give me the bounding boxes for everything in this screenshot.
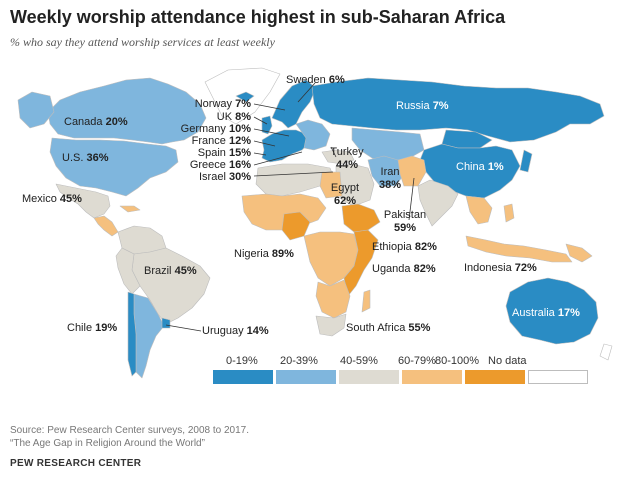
papua-shape	[565, 243, 593, 263]
label-russia: Russia 7%	[396, 100, 449, 112]
label-pakistan: Pakistan 59%	[383, 209, 427, 234]
egypt-shape	[319, 171, 343, 199]
southern-africa-shape	[315, 279, 351, 319]
source-line-1: Source: Pew Research Center surveys, 200…	[10, 425, 250, 436]
label-mexico: Mexico 45%	[22, 193, 82, 205]
label-uk: UK 8%	[216, 111, 251, 123]
legend-swatch-20-39	[276, 370, 336, 384]
legend-label-20-39: 20-39%	[280, 355, 318, 367]
uk-shape	[261, 115, 273, 135]
caribbean-shape	[119, 205, 141, 213]
leader-israel	[253, 171, 334, 177]
canada-shape	[47, 77, 207, 145]
iceland-shape	[235, 91, 255, 103]
label-iran: Iran 38%	[378, 166, 402, 191]
mexico-shape	[55, 183, 111, 219]
brazil-shape	[131, 247, 211, 325]
label-turkey: Turkey 44%	[330, 146, 364, 171]
label-uruguay: Uruguay 14%	[202, 325, 269, 337]
legend-label-80-100: 80-100%	[435, 355, 480, 367]
china-shape	[419, 143, 521, 199]
chile-shape	[127, 291, 137, 377]
leader-pakistan	[408, 177, 415, 221]
eastern-europe-shape	[295, 119, 331, 151]
label-france: France 12%	[191, 135, 251, 147]
scandinavia-shape	[271, 79, 317, 129]
legend-swatch-40-59	[339, 370, 399, 384]
japan-shape	[519, 149, 533, 173]
philippines-shape	[503, 203, 515, 223]
label-china: China 1%	[456, 161, 504, 173]
source-note: Source: Pew Research Center surveys, 200…	[10, 424, 249, 450]
label-ethiopia: Ethiopia 82%	[372, 241, 437, 253]
leader-sweden	[297, 82, 316, 103]
us-shape	[49, 137, 179, 197]
label-germany: Germany 10%	[180, 123, 251, 135]
label-canada: Canada 20%	[64, 116, 128, 128]
label-south-africa: South Africa 55%	[346, 322, 431, 334]
madagascar-shape	[361, 289, 371, 313]
chart-title: Weekly worship attendance highest in sub…	[10, 7, 506, 27]
legend-swatch-80-100	[465, 370, 525, 384]
leader-turkey	[330, 146, 337, 158]
leader-germany	[253, 128, 290, 137]
chart-subtitle: % who say they attend worship services a…	[10, 35, 275, 49]
india-shape	[417, 179, 459, 227]
label-chile: Chile 19%	[67, 322, 118, 334]
australia-shape	[505, 277, 599, 345]
label-egypt: Egypt 62%	[330, 182, 360, 207]
turkey-shape	[321, 149, 355, 165]
legend-swatch-60-79	[402, 370, 462, 384]
label-nigeria: Nigeria 89%	[234, 248, 294, 260]
leader-greece	[253, 151, 303, 166]
alaska-shape	[17, 91, 55, 129]
legend-label-no-data: No data	[488, 355, 527, 367]
label-uganda: Uganda 82%	[372, 263, 436, 275]
legend-swatch-no-data	[528, 370, 588, 384]
label-israel: Israel 30%	[199, 171, 251, 183]
pakistan-shape	[397, 155, 427, 187]
label-norway: Norway 7%	[194, 98, 251, 110]
label-indonesia: Indonesia 72%	[464, 262, 537, 274]
uruguay-shape	[161, 317, 171, 329]
east-africa-shape	[343, 229, 379, 297]
legend-swatch-0-19	[213, 370, 273, 384]
leader-uruguay	[165, 324, 202, 332]
label-australia: Australia 17%	[512, 307, 580, 319]
new-zealand-shape	[599, 343, 613, 361]
brand-name: PEW RESEARCH CENTER	[10, 458, 142, 469]
russia-shape	[311, 77, 605, 143]
indonesia-shape	[465, 235, 573, 263]
legend-label-60-79: 60-79%	[398, 355, 436, 367]
label-brazil: Brazil 45%	[144, 265, 197, 277]
ethiopia-shape	[341, 203, 381, 233]
iran-shape	[367, 155, 405, 187]
leader-france	[253, 140, 276, 147]
leader-norway	[253, 103, 286, 111]
central-america-shape	[93, 215, 119, 237]
legend-label-40-59: 40-59%	[340, 355, 378, 367]
leader-uk	[253, 116, 268, 125]
label-greece: Greece 16%	[189, 159, 251, 171]
legend-label-0-19: 0-19%	[226, 355, 258, 367]
southeast-asia-shape	[465, 195, 493, 225]
south-africa-shape	[315, 313, 347, 337]
label-us: U.S. 36%	[62, 152, 109, 164]
source-line-2: “The Age Gap in Religion Around the Worl…	[10, 438, 205, 449]
label-sweden: Sweden 6%	[286, 74, 345, 86]
western-europe-shape	[261, 129, 311, 163]
leader-spain	[253, 152, 267, 156]
label-spain: Spain 15%	[197, 147, 251, 159]
